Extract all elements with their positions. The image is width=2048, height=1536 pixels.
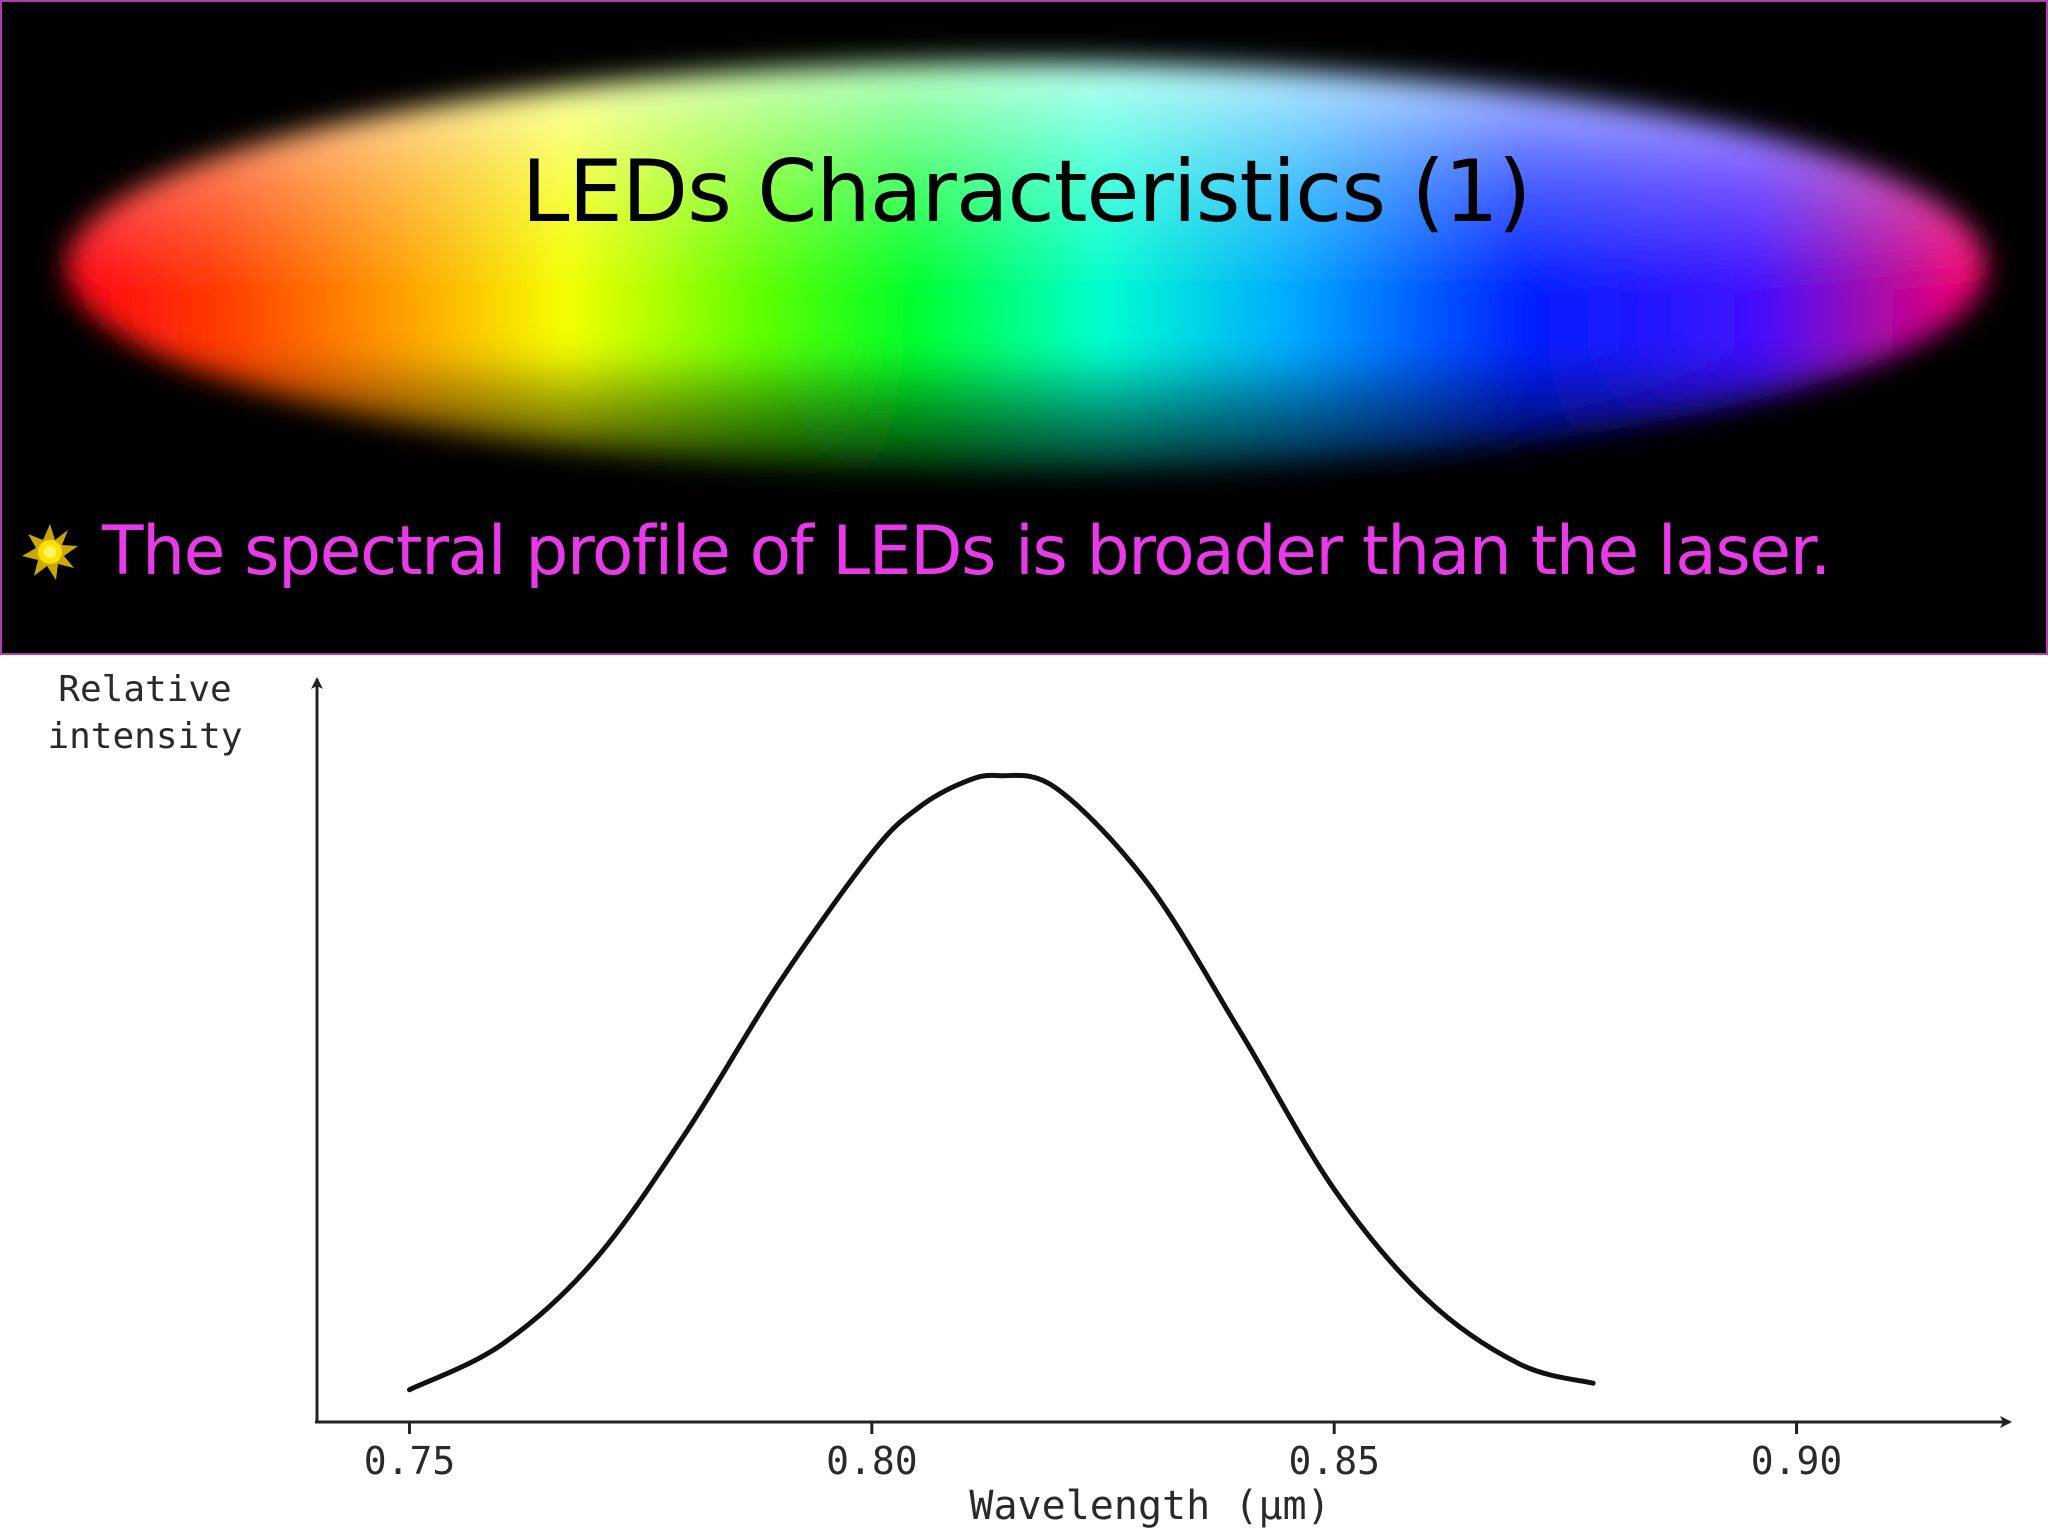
x-tick-label: 0.75 — [364, 1439, 456, 1483]
x-ticks: 0.75 0.80 0.85 0.90 — [364, 1422, 1843, 1483]
led-spectrum-curve — [407, 772, 1596, 1393]
x-tick-label: 0.85 — [1288, 1439, 1380, 1483]
bullet-text: The spectral profile of LEDs is broader … — [102, 512, 1831, 591]
y-axis-label-line1: Relative — [58, 669, 231, 710]
slide-title: LEDs Characteristics (1) — [521, 142, 1532, 242]
x-tick-label: 0.80 — [826, 1439, 918, 1483]
slide-header: LEDs Characteristics (1) The spectral pr… — [0, 0, 2048, 655]
x-tick-label: 0.90 — [1751, 1439, 1843, 1483]
bullet-row: The spectral profile of LEDs is broader … — [20, 512, 1831, 591]
spectrum-ellipse-image — [66, 62, 1986, 472]
sun-burst-icon — [22, 523, 78, 580]
spectral-profile-chart: Relative intensity 0.75 0.80 0.85 0.90 Wave… — [47, 669, 2012, 1529]
x-axis-label: Wavelength (µm) — [969, 1483, 1330, 1529]
y-axis-label-line2: intensity — [47, 716, 242, 757]
